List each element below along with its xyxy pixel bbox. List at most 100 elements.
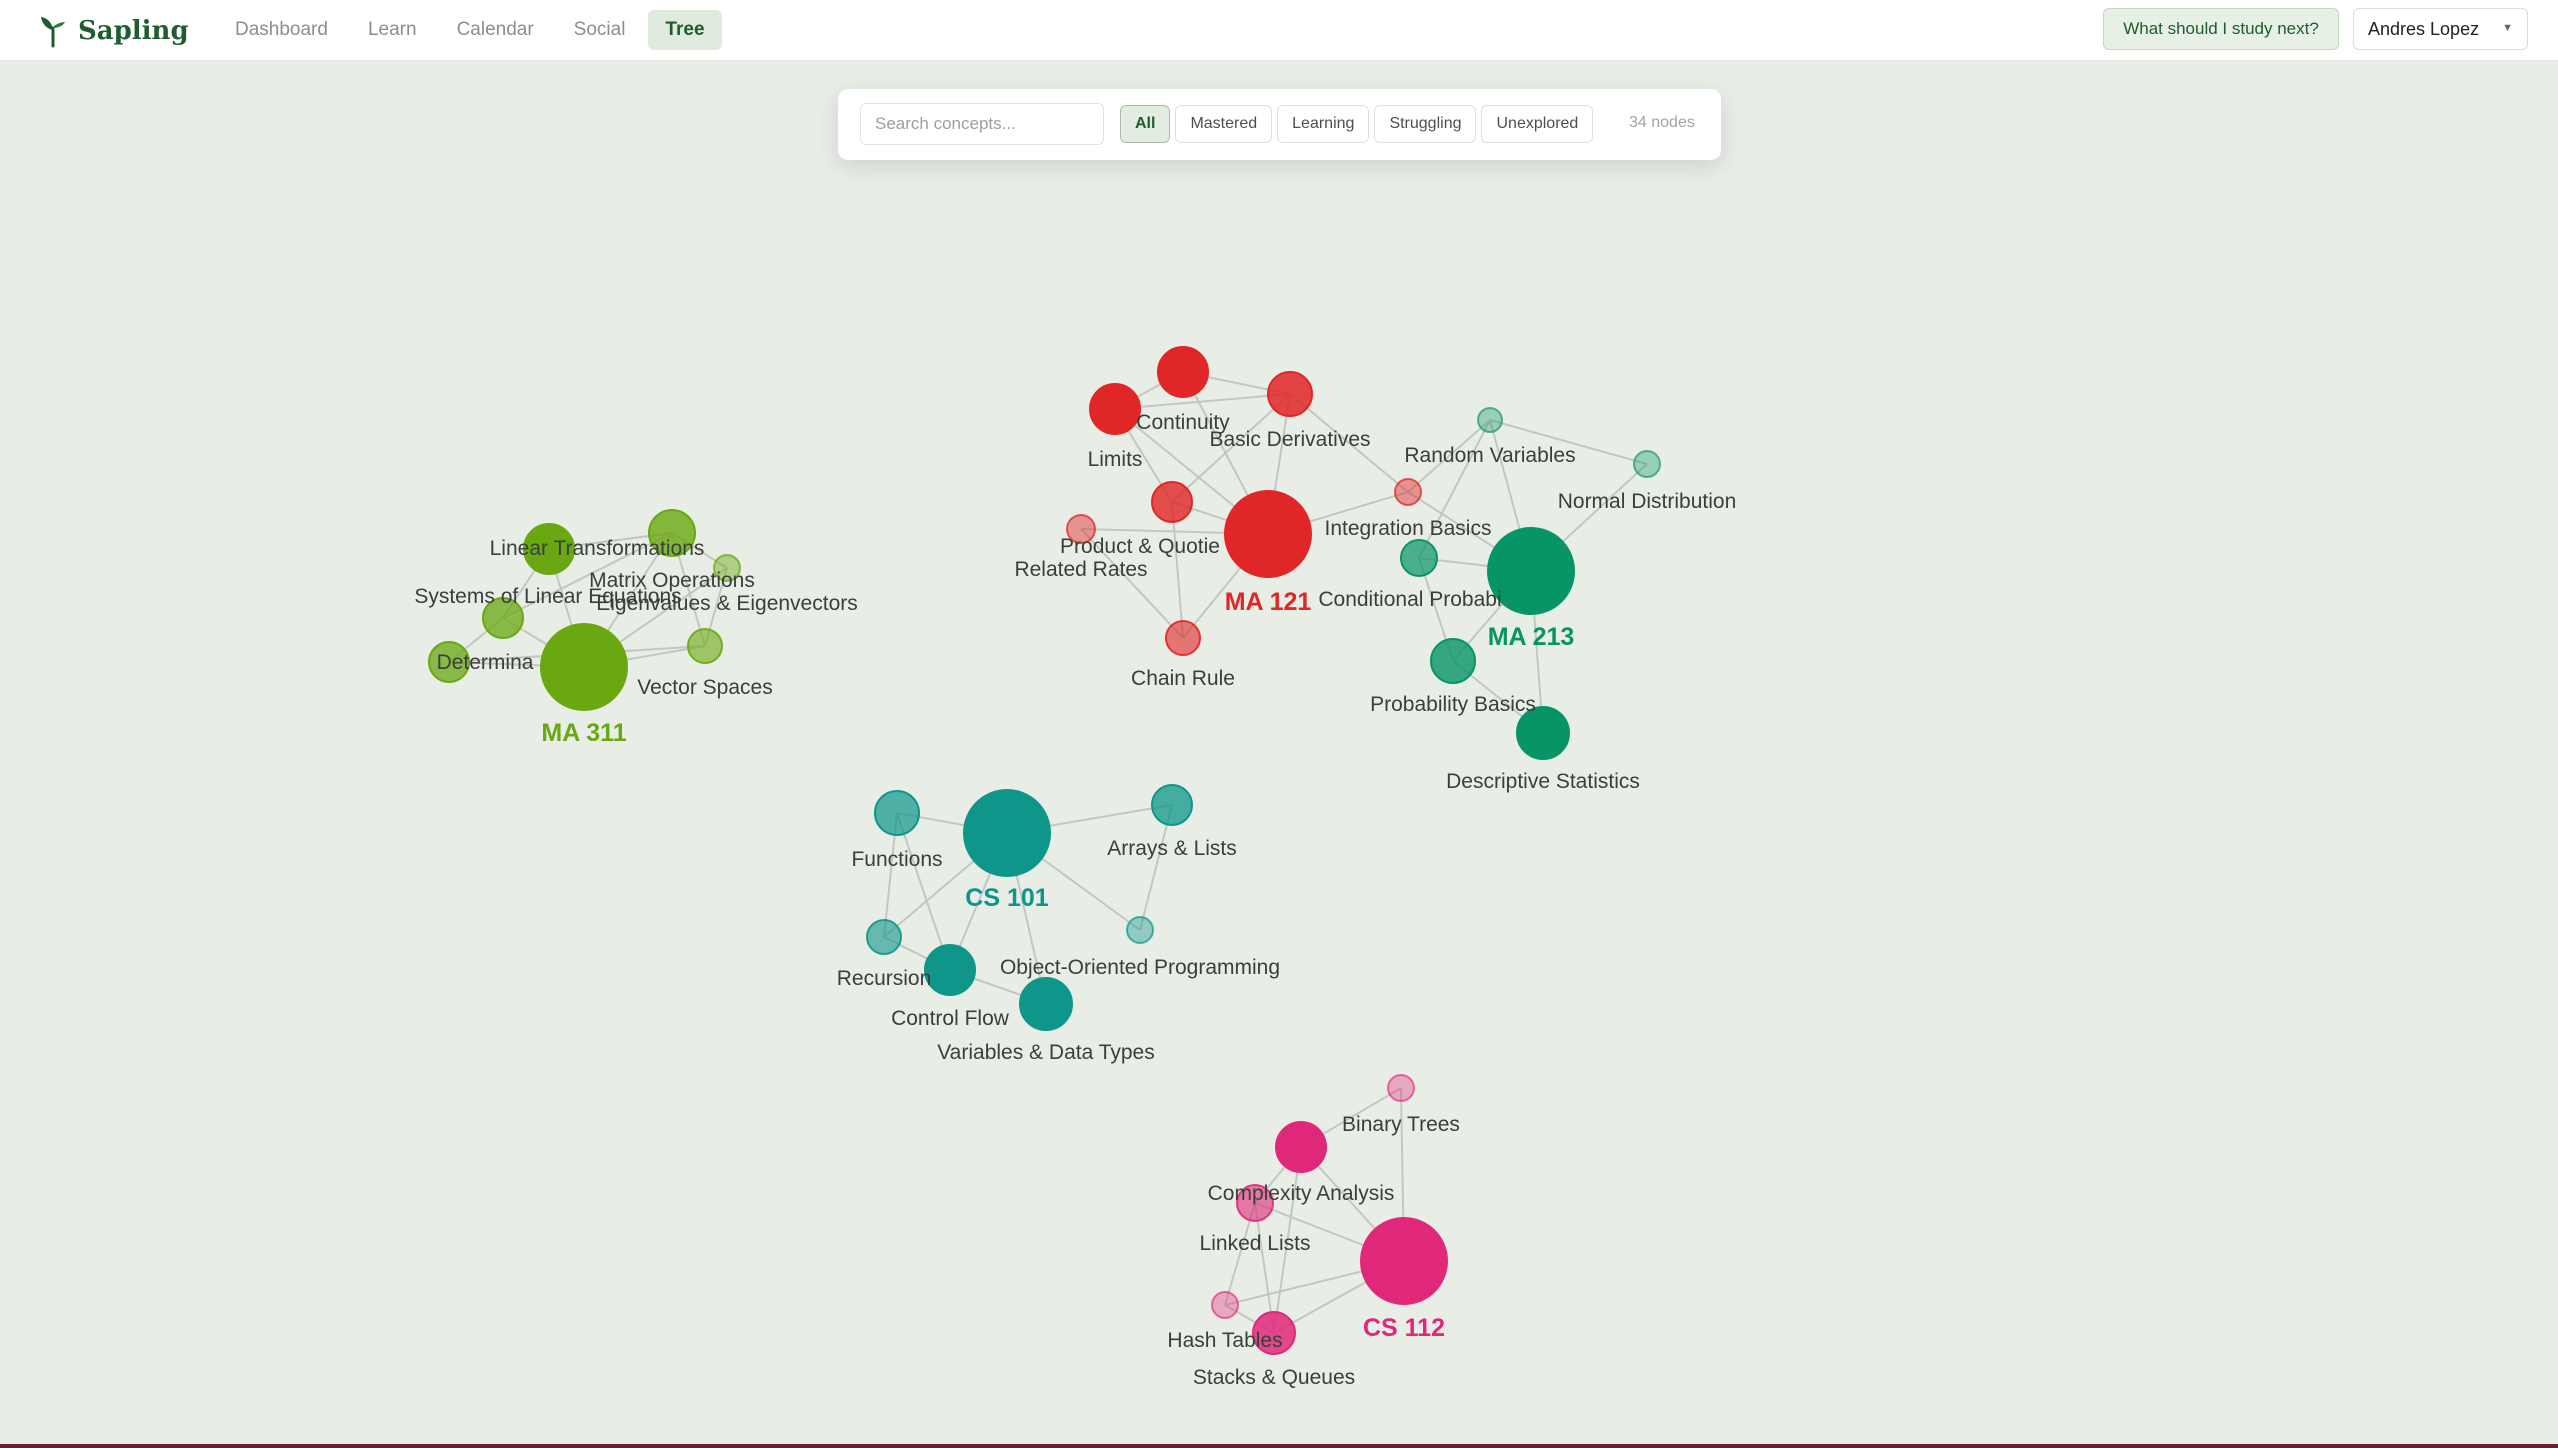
concept-node-conditional-probability[interactable] bbox=[1400, 539, 1438, 577]
concept-label-determinants: Determina bbox=[437, 651, 534, 674]
graph-edge bbox=[1489, 419, 1648, 465]
concept-node-oop[interactable] bbox=[1126, 916, 1154, 944]
course-label-ma-213: MA 213 bbox=[1488, 623, 1575, 651]
tab-tree[interactable]: Tree bbox=[648, 10, 722, 50]
concept-node-chain-rule[interactable] bbox=[1165, 620, 1201, 656]
concept-label-limits: Limits bbox=[1088, 448, 1143, 471]
concept-label-oop: Object-Oriented Programming bbox=[1000, 956, 1280, 979]
graph-edge bbox=[1418, 419, 1491, 559]
tab-calendar[interactable]: Calendar bbox=[456, 19, 534, 40]
concept-label-integration-basics: Integration Basics bbox=[1325, 517, 1492, 540]
concept-label-normal-distribution: Normal Distribution bbox=[1558, 490, 1737, 513]
concept-label-random-variables: Random Variables bbox=[1404, 444, 1575, 467]
concept-node-hash-tables[interactable] bbox=[1211, 1291, 1239, 1319]
filter-panel: All Mastered Learning Struggling Unexplo… bbox=[838, 89, 1721, 160]
concept-label-descriptive-statistics: Descriptive Statistics bbox=[1446, 770, 1640, 793]
concept-label-basic-derivatives: Basic Derivatives bbox=[1209, 428, 1370, 451]
filter-mastered[interactable]: Mastered bbox=[1175, 105, 1273, 143]
course-node-ma-121[interactable] bbox=[1224, 490, 1312, 578]
concept-node-probability-basics[interactable] bbox=[1430, 638, 1476, 684]
graph-edge bbox=[1407, 419, 1491, 493]
concept-label-complexity: Complexity Analysis bbox=[1208, 1182, 1395, 1205]
concept-node-normal-distribution[interactable] bbox=[1633, 450, 1661, 478]
concept-node-control-flow[interactable] bbox=[924, 944, 976, 996]
concept-node-complexity[interactable] bbox=[1275, 1121, 1327, 1173]
filter-struggling[interactable]: Struggling bbox=[1374, 105, 1477, 143]
concept-node-basic-derivatives[interactable] bbox=[1267, 371, 1313, 417]
concept-label-arrays-lists: Arrays & Lists bbox=[1107, 837, 1237, 860]
concept-label-functions: Functions bbox=[851, 848, 942, 871]
concept-label-hash-tables: Hash Tables bbox=[1167, 1329, 1282, 1352]
brand[interactable]: Sapling bbox=[38, 11, 189, 51]
course-label-cs-101: CS 101 bbox=[965, 884, 1048, 912]
study-next-button[interactable]: What should I study next? bbox=[2103, 8, 2339, 50]
search-input[interactable] bbox=[860, 103, 1104, 145]
chevron-down-icon: ▼ bbox=[2502, 22, 2513, 34]
concept-label-recursion: Recursion bbox=[837, 967, 932, 990]
concept-node-integration-basics[interactable] bbox=[1394, 478, 1422, 506]
concept-node-determinants[interactable] bbox=[428, 641, 470, 683]
concept-node-matrix-operations[interactable] bbox=[648, 509, 696, 557]
concept-node-functions[interactable] bbox=[874, 790, 920, 836]
concept-node-eigenvalues[interactable] bbox=[713, 554, 741, 582]
concept-label-product-quotient: Product & Quotie bbox=[1060, 535, 1220, 558]
graph-labels: Continuity Limits Basic Derivatives Product… bbox=[414, 411, 1736, 1389]
tab-dashboard[interactable]: Dashboard bbox=[235, 19, 328, 40]
graph-edge bbox=[1139, 804, 1173, 931]
course-node-ma-213[interactable] bbox=[1487, 527, 1575, 615]
course-node-cs-112[interactable] bbox=[1360, 1217, 1448, 1305]
concept-node-linked-lists[interactable] bbox=[1236, 1184, 1274, 1222]
concept-node-product-quotient[interactable] bbox=[1151, 481, 1193, 523]
graph-edge bbox=[1289, 393, 1409, 493]
course-label-cs-112: CS 112 bbox=[1363, 1314, 1445, 1342]
concept-node-related-rates[interactable] bbox=[1066, 514, 1096, 544]
graph-edge bbox=[1171, 501, 1184, 639]
concept-label-stacks-queues: Stacks & Queues bbox=[1193, 1366, 1355, 1389]
concept-label-eigenvalues: Eigenvalues & Eigenvectors bbox=[596, 592, 858, 615]
user-menu[interactable]: Andres Lopez ▼ bbox=[2353, 8, 2528, 50]
top-nav-bar: Sapling Dashboard Learn Calendar Social … bbox=[0, 0, 2558, 61]
course-node-ma-311[interactable] bbox=[540, 623, 628, 711]
concept-node-linear-transformations[interactable] bbox=[523, 523, 575, 575]
concept-node-descriptive-statistics[interactable] bbox=[1516, 706, 1570, 760]
concept-label-probability-basics: Probability Basics bbox=[1370, 693, 1536, 716]
filter-unexplored[interactable]: Unexplored bbox=[1481, 105, 1594, 143]
concept-node-binary-trees[interactable] bbox=[1387, 1074, 1415, 1102]
graph-edge bbox=[1114, 393, 1291, 410]
concept-node-vector-spaces[interactable] bbox=[687, 628, 723, 664]
graph-edge bbox=[1273, 1146, 1302, 1334]
app-name: Sapling bbox=[78, 16, 189, 46]
concept-node-random-variables[interactable] bbox=[1477, 407, 1503, 433]
concept-label-matrix-operations: Matrix Operations bbox=[589, 569, 755, 592]
concept-label-binary-trees: Binary Trees bbox=[1342, 1113, 1460, 1136]
concept-node-limits[interactable] bbox=[1089, 383, 1141, 435]
filter-all[interactable]: All bbox=[1120, 105, 1171, 143]
knowledge-graph[interactable]: Continuity Limits Basic Derivatives Product… bbox=[0, 61, 2558, 1444]
concept-node-continuity[interactable] bbox=[1157, 346, 1209, 398]
tab-learn[interactable]: Learn bbox=[367, 19, 417, 40]
course-node-cs-101[interactable] bbox=[963, 789, 1051, 877]
sprout-icon bbox=[41, 17, 65, 48]
node-count: 34 nodes bbox=[1629, 114, 1695, 131]
user-name: Andres Lopez bbox=[2368, 18, 2480, 39]
concept-label-conditional-probability: Conditional Probabi bbox=[1318, 588, 1501, 611]
concept-label-chain-rule: Chain Rule bbox=[1131, 667, 1235, 690]
graph-edge bbox=[1080, 528, 1184, 639]
graph-edge bbox=[896, 812, 951, 971]
concept-node-stacks-queues[interactable] bbox=[1252, 1311, 1296, 1355]
concept-node-arrays-lists[interactable] bbox=[1151, 784, 1193, 826]
concept-node-variables[interactable] bbox=[1019, 977, 1073, 1031]
concept-node-recursion[interactable] bbox=[866, 919, 902, 955]
graph-edge bbox=[502, 532, 673, 619]
graph-edge bbox=[1171, 393, 1291, 503]
concept-label-related-rates: Related Rates bbox=[1014, 558, 1147, 581]
filter-learning[interactable]: Learning bbox=[1277, 105, 1370, 143]
filter-chips: All Mastered Learning Struggling Unexplo… bbox=[1120, 105, 1594, 143]
tab-social[interactable]: Social bbox=[573, 19, 626, 40]
main-nav: Dashboard Learn Calendar Social Tree bbox=[218, 10, 722, 50]
graph-nodes bbox=[428, 346, 1661, 1355]
concept-node-systems-linear-equations[interactable] bbox=[482, 597, 524, 639]
concept-label-control-flow: Control Flow bbox=[891, 1007, 1010, 1030]
course-label-ma-311: MA 311 bbox=[541, 719, 626, 747]
bottom-border bbox=[0, 1444, 2558, 1448]
